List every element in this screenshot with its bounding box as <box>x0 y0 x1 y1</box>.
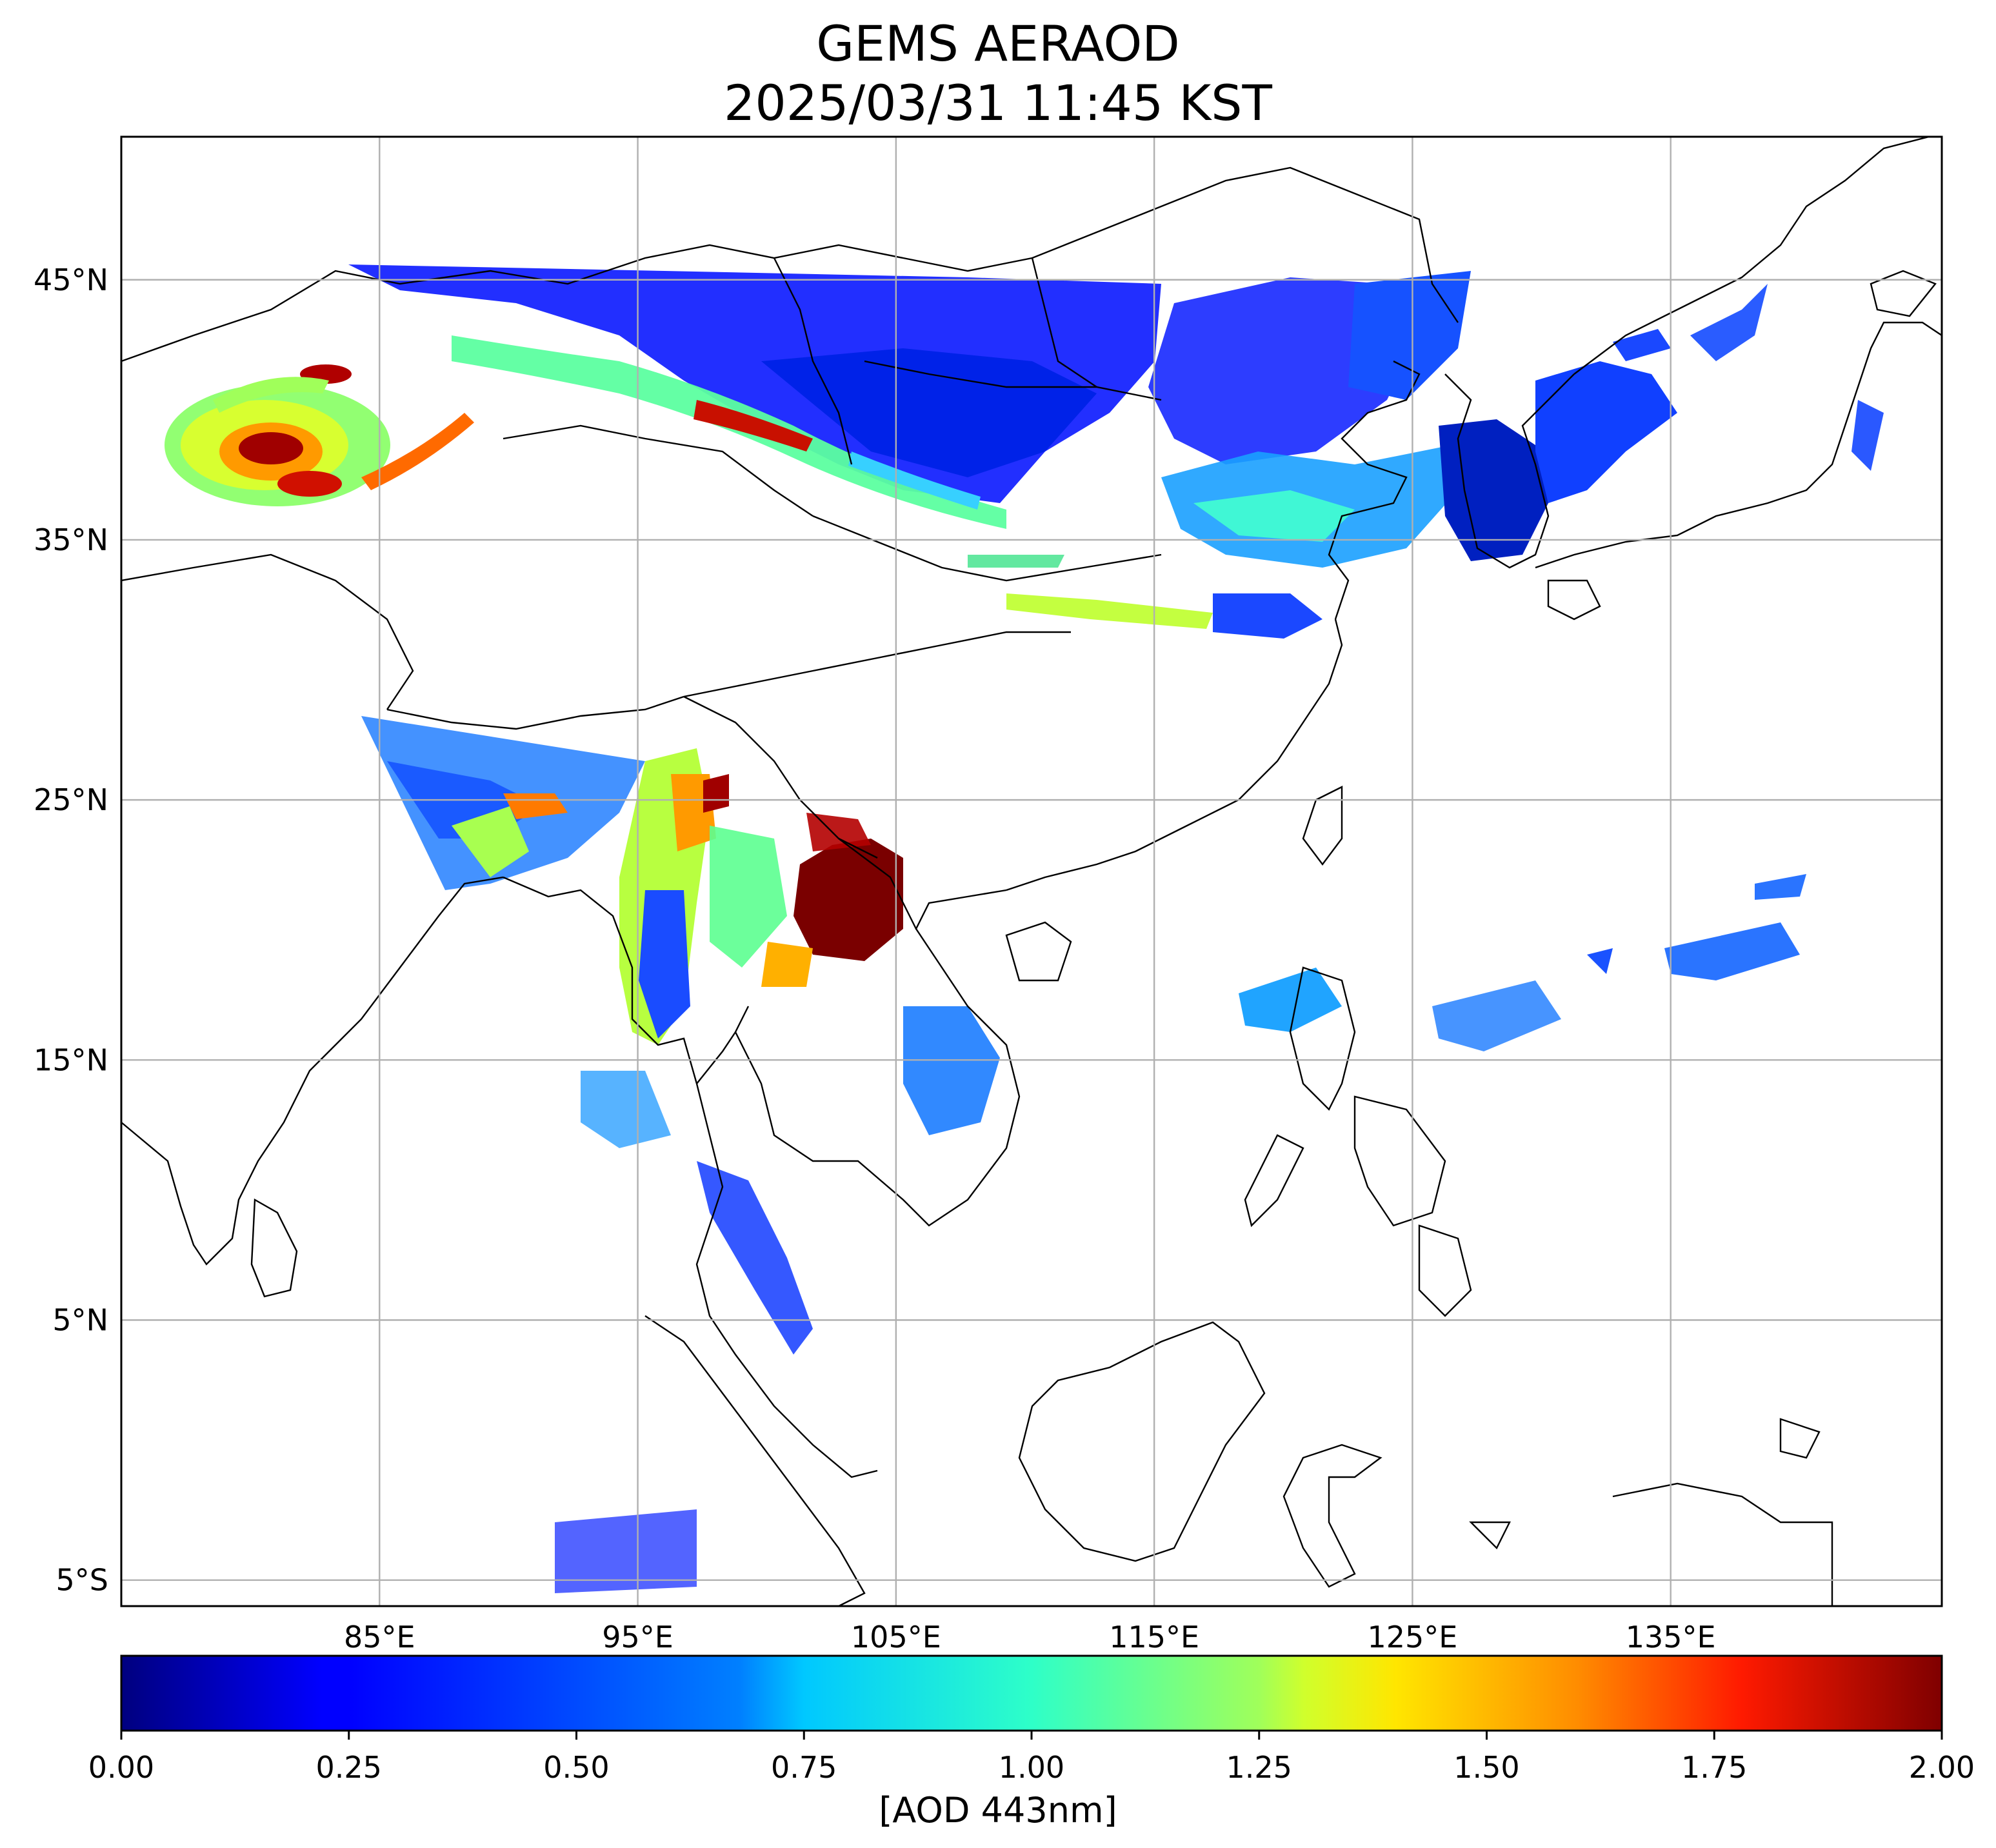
aod-region-malaya <box>555 1071 813 1593</box>
colorbar-tick-label: 2.00 <box>1909 1750 1975 1785</box>
lon-tick-label: 125°E <box>1367 1620 1457 1654</box>
lon-tick-label: 105°E <box>851 1620 941 1654</box>
title-line-1: GEMS AERAOD <box>816 15 1180 72</box>
aod-region-myanmar <box>619 748 787 1045</box>
lat-tick-label: 15°N <box>34 1042 108 1077</box>
map-frame <box>120 135 1943 1607</box>
latitude-labels: 45°N 35°N 25°N 15°N 5°N 5°S <box>34 263 108 1598</box>
lon-tick-label: 85°E <box>344 1620 415 1654</box>
colorbar-tick-label: 0.75 <box>771 1750 837 1785</box>
lat-tick-label: 45°N <box>34 263 108 297</box>
map-gridlines <box>121 137 1942 1606</box>
title-line-2: 2025/03/31 11:45 KST <box>724 74 1272 132</box>
lat-tick-label: 25°N <box>34 782 108 817</box>
colorbar-tick-label: 1.00 <box>999 1750 1064 1785</box>
colorbar-tick-label: 1.25 <box>1226 1750 1292 1785</box>
lon-tick-label: 135°E <box>1626 1620 1716 1654</box>
lon-tick-label: 95°E <box>602 1620 674 1654</box>
aod-region-ganges <box>361 716 645 890</box>
aod-region-laos-vietnam <box>761 813 1000 1135</box>
colorbar-tick-label: 0.50 <box>543 1750 609 1785</box>
aod-data-layer <box>165 264 1884 1593</box>
aod-region-gobi <box>348 264 1471 503</box>
map-title: GEMS AERAOD 2025/03/31 11:45 KST <box>0 14 1996 133</box>
aod-region-pacific <box>1239 874 1806 1051</box>
colorbar-ticks: 0.00 0.25 0.50 0.75 1.00 1.25 1.50 1.75 2.00 <box>88 1731 1975 1785</box>
colorbar-gradient <box>120 1654 1943 1732</box>
lat-tick-label: 35°N <box>34 522 108 557</box>
lat-tick-label: 5°S <box>56 1563 108 1598</box>
aod-region-taklimakan <box>165 364 474 506</box>
aod-region-east-china <box>1161 445 1458 568</box>
colorbar-tick-label: 1.50 <box>1453 1750 1519 1785</box>
colorbar-label: [AOD 443nm] <box>879 1790 1117 1831</box>
aod-region-hexi <box>452 335 1322 639</box>
longitude-labels: 85°E 95°E 105°E 115°E 125°E 135°E <box>344 1620 1716 1654</box>
aod-region-korea <box>1439 284 1884 561</box>
colorbar-tick-label: 0.00 <box>88 1750 154 1785</box>
colorbar: 0.00 0.25 0.50 0.75 1.00 1.25 1.50 1.75 2.00 <box>88 1654 1975 1785</box>
colorbar-tick-label: 0.25 <box>316 1750 382 1785</box>
lon-tick-label: 115°E <box>1109 1620 1199 1654</box>
lat-tick-label: 5°N <box>52 1302 108 1337</box>
colorbar-tick-label: 1.75 <box>1681 1750 1747 1785</box>
